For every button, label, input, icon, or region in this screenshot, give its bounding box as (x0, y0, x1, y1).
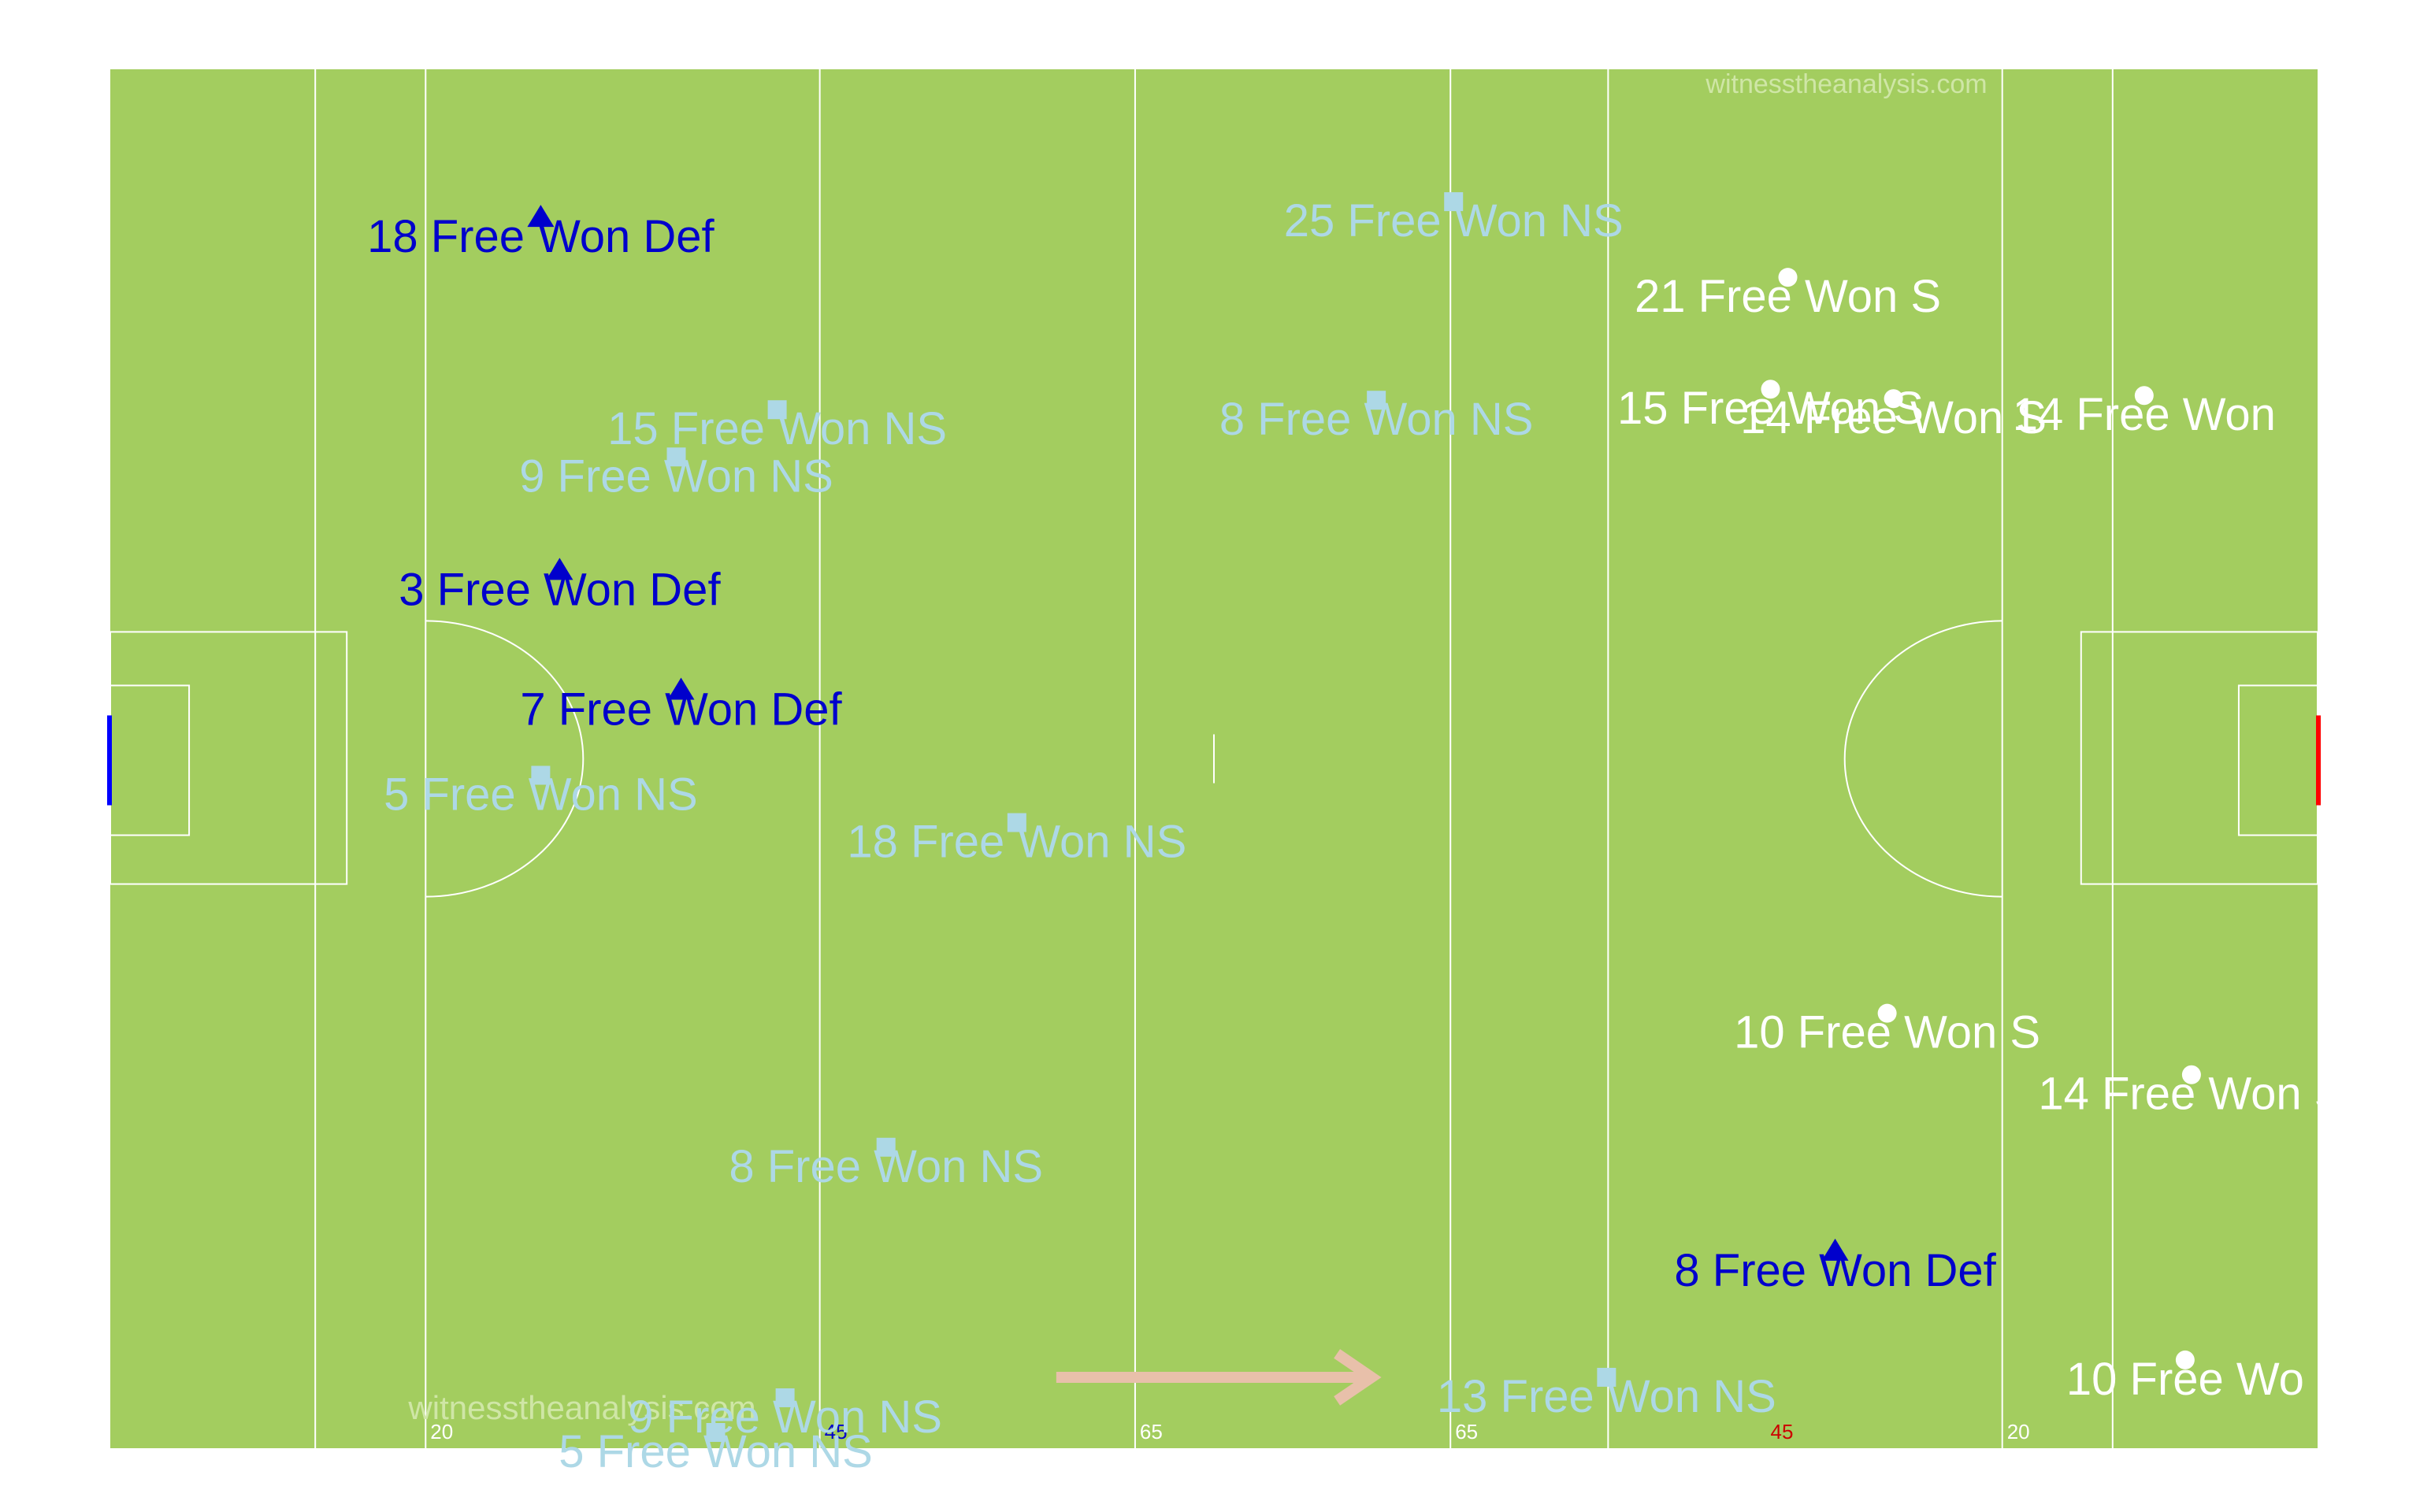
pitch-marking-label: 20 (2007, 1420, 2030, 1443)
point-scored (1884, 389, 1903, 409)
point-label: 8 Free Won Def (1674, 1245, 1996, 1296)
arrow-head (1334, 1349, 1382, 1406)
point-label: 18 Free Won Def (367, 211, 714, 262)
point-label: 14 Free Won S (2038, 1069, 2344, 1120)
point-label: 21 Free Won S (1635, 271, 1941, 322)
pitch-marking-labels: 20 45 65 65 45 20 (430, 1420, 2029, 1443)
point-label: 9 Free Won NS (628, 1392, 942, 1443)
watermark-top: witnesstheanalysis.com (1705, 69, 1987, 99)
point-label: 9 Free Won NS (519, 450, 833, 502)
point-not-scored (706, 1422, 726, 1442)
goal-markers (107, 715, 2321, 806)
arc-right (1843, 620, 2002, 898)
pitch-marking-label: 65 (1140, 1420, 1163, 1443)
point-scored (2175, 1350, 2195, 1369)
point-label: 25 Free Won NS (1284, 195, 1624, 246)
point-not-scored (1444, 192, 1464, 212)
arc-left (425, 620, 585, 898)
point-not-scored (1597, 1367, 1616, 1387)
point-not-scored (1007, 813, 1026, 832)
direction-arrow (1056, 1349, 1382, 1406)
point-label: 13 Free Won NS (1437, 1371, 1776, 1422)
point-scored (2181, 1065, 2201, 1084)
point-label: 8 Free Won NS (729, 1141, 1043, 1192)
data-points (527, 192, 2201, 1442)
point-not-scored (531, 765, 551, 785)
point-label: 5 Free Won NS (384, 769, 698, 821)
point-not-scored (666, 447, 686, 467)
point-defensive (546, 558, 573, 580)
point-scored (1778, 268, 1798, 287)
point-label: 7 Free Won Def (520, 684, 842, 735)
point-label: 5 Free Won NS (559, 1426, 873, 1477)
point-scored (2134, 386, 2154, 406)
pitch-marking-label: 45 (825, 1420, 848, 1443)
left-goal (107, 715, 112, 806)
point-scored (1761, 380, 1780, 399)
point-defensive (667, 677, 695, 700)
data-labels: 18 Free Won Def 3 Free Won Def 7 Free Won … (367, 195, 2344, 1477)
point-not-scored (767, 400, 787, 420)
point-label: 8 Free Won NS (1219, 394, 1534, 445)
watermark-bottom: witnesstheanalysis.com (407, 1389, 755, 1426)
point-label: 10 Free Won S (1734, 1007, 2040, 1058)
point-label: 14 Free Won S (1740, 392, 2047, 443)
point-defensive (527, 205, 555, 228)
point-label: 18 Free Won NS (847, 817, 1186, 868)
point-label: 14 Free Won (2013, 389, 2276, 440)
point-not-scored (1367, 391, 1386, 410)
point-scored (1877, 1003, 1897, 1023)
point-label: 10 Free Wo (2066, 1354, 2304, 1405)
point-label: 3 Free Won Def (399, 564, 721, 615)
point-label: 15 Free Won S (1617, 383, 1924, 434)
point-not-scored (876, 1137, 896, 1157)
right-goal (2316, 715, 2321, 806)
point-not-scored (775, 1388, 795, 1407)
pitch-marking-label: 20 (430, 1420, 453, 1443)
pitch-marking-label: 65 (1455, 1420, 1478, 1443)
point-defensive (1821, 1238, 1849, 1261)
pitch-marking-label: 45 (1771, 1420, 1794, 1443)
point-label: 15 Free Won NS (607, 403, 947, 454)
